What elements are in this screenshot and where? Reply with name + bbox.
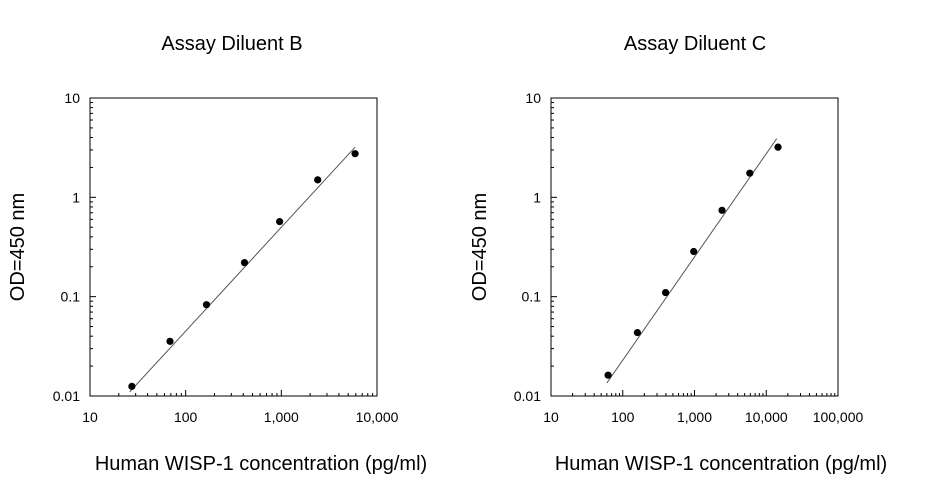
data-point xyxy=(690,247,698,256)
y-tick-label: 0.1 xyxy=(522,289,542,305)
y-axis-label: OD=450 nm xyxy=(7,193,29,301)
y-tick-label: 0.1 xyxy=(61,289,81,305)
data-point xyxy=(661,288,670,297)
tick-group: 10 100 1,000 10,000 100,000 0.01 0.1 1 10 xyxy=(514,90,864,425)
y-tick-label: 1 xyxy=(533,189,541,205)
x-tick-label: 100 xyxy=(174,409,198,425)
data-point xyxy=(128,382,136,390)
data-point xyxy=(774,143,782,151)
data-point xyxy=(351,150,359,158)
chart-assay-diluent-c: Assay Diluent C 10 100 1,000 10,000 100,000 0… xyxy=(469,33,887,475)
data-marks xyxy=(128,146,359,393)
x-tick-label: 100,000 xyxy=(813,409,864,425)
y-tick-label: 0.01 xyxy=(53,388,80,404)
data-point xyxy=(746,169,754,177)
x-tick-label: 10 xyxy=(543,409,559,425)
data-point xyxy=(314,176,322,184)
x-tick-label: 100 xyxy=(611,409,635,425)
x-tick-label: 1,000 xyxy=(264,409,299,425)
y-tick-label: 1 xyxy=(72,189,80,205)
chart-title: Assay Diluent C xyxy=(624,33,766,55)
data-point xyxy=(633,328,641,337)
y-axis-label: OD=450 nm xyxy=(469,193,491,301)
chart-assay-diluent-b: Assay Diluent B 10 100 1,000 10,0000.010.11… xyxy=(7,33,427,475)
data-point xyxy=(604,371,612,379)
data-point xyxy=(166,337,174,345)
plot-frame xyxy=(89,97,378,397)
fit-line xyxy=(606,138,778,384)
x-axis-label: Human WISP-1 concentration (pg/ml) xyxy=(555,453,887,475)
chart-title: Assay Diluent B xyxy=(161,33,302,55)
data-point xyxy=(276,217,284,226)
data-point xyxy=(240,259,249,267)
x-tick-label: 10,000 xyxy=(356,409,399,425)
y-tick-label: 10 xyxy=(64,90,80,106)
plot-frame xyxy=(550,97,839,397)
data-point xyxy=(718,206,726,214)
fit-line xyxy=(129,146,356,393)
y-tick-label: 0.01 xyxy=(514,388,541,404)
x-axis-label: Human WISP-1 concentration (pg/ml) xyxy=(95,453,427,475)
x-tick-label: 10,000 xyxy=(745,409,788,425)
y-tick-label: 10 xyxy=(525,90,541,106)
data-point xyxy=(202,301,211,309)
data-marks xyxy=(604,138,782,384)
x-tick-label: 10 xyxy=(82,409,98,425)
tick-group: 10 100 1,000 10,000 0.01 0.1 1 10 xyxy=(53,90,399,425)
x-tick-label: 1,000 xyxy=(677,409,712,425)
